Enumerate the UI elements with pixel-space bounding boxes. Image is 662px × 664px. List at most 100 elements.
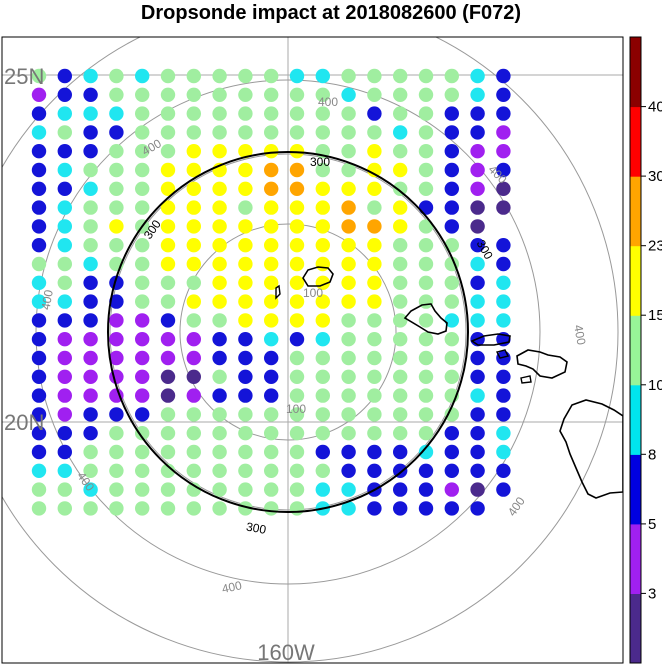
colorbar-tick-label: 3 [648, 585, 656, 602]
dropsonde-dot [264, 256, 279, 272]
dropsonde-dot [212, 482, 227, 497]
colorbar: 3 5 8 10 15 23 30 40 [629, 36, 662, 664]
dropsonde-dot [135, 68, 150, 84]
dropsonde-dot [444, 87, 459, 103]
dropsonde-dot [341, 106, 356, 121]
dropsonde-dot [393, 350, 408, 366]
dropsonde-dot [57, 388, 72, 403]
dropsonde-dot [393, 294, 408, 309]
dropsonde-dot [160, 144, 176, 159]
dropsonde-dot [83, 200, 98, 215]
dropsonde-dot [186, 369, 201, 384]
dropsonde-dot [470, 350, 485, 366]
dropsonde-dot [418, 275, 434, 290]
dropsonde-dot [238, 238, 253, 253]
dropsonde-dot [444, 444, 459, 460]
dropsonde-dot [341, 482, 356, 497]
dropsonde-dot [160, 332, 176, 347]
dropsonde-dot [470, 87, 485, 103]
dropsonde-dot [341, 219, 356, 234]
colorbar-bins [630, 37, 641, 664]
dropsonde-dot [186, 501, 201, 516]
dropsonde-dot [264, 125, 279, 140]
dropsonde-dot [31, 219, 47, 234]
ring-label-400-top: 400 [318, 95, 338, 109]
dropsonde-dot [444, 162, 459, 178]
dropsonde-dot [315, 181, 330, 196]
dropsonde-dot [109, 181, 124, 196]
dropsonde-dot [83, 219, 98, 234]
dropsonde-dot [160, 181, 176, 196]
dropsonde-dot [31, 332, 47, 347]
dropsonde-dot [57, 482, 72, 497]
dropsonde-dot [160, 106, 176, 121]
dropsonde-dot [341, 388, 356, 403]
dropsonde-dot [496, 350, 511, 366]
dropsonde-dot [57, 332, 72, 347]
dropsonde-dot [135, 482, 150, 497]
dropsonde-dot [470, 125, 485, 140]
dropsonde-dot [393, 444, 408, 460]
dropsonde-dot [418, 407, 434, 422]
dropsonde-dot [444, 313, 459, 328]
dropsonde-dot [418, 501, 434, 516]
dropsonde-dot [83, 369, 98, 384]
dropsonde-dot [393, 426, 408, 441]
dropsonde-dot [160, 350, 176, 366]
dropsonde-dot [444, 463, 459, 478]
dropsonde-dot [57, 238, 72, 253]
dropsonde-dot [470, 275, 485, 290]
dropsonde-dot [341, 294, 356, 309]
dropsonde-dot [31, 144, 47, 159]
dropsonde-dot [109, 426, 124, 441]
dropsonde-dot [444, 106, 459, 121]
dropsonde-dot [57, 181, 72, 196]
dropsonde-dot [393, 125, 408, 140]
colorbar-frame [629, 36, 642, 664]
dropsonde-dot [57, 407, 72, 422]
dropsonde-dot [341, 162, 356, 178]
dropsonde-dot [367, 144, 382, 159]
dropsonde-dot [57, 275, 72, 290]
colorbar-bin [630, 593, 641, 664]
dropsonde-dot [57, 219, 72, 234]
dropsonde-dot [393, 181, 408, 196]
dropsonde-dot [341, 407, 356, 422]
dropsonde-dot [289, 350, 305, 366]
dropsonde-dot [57, 87, 72, 103]
dropsonde-dot [186, 200, 201, 215]
dropsonde-dot [393, 501, 408, 516]
dropsonde-dot [470, 238, 485, 253]
dropsonde-dot [444, 407, 459, 422]
dropsonde-dot [496, 388, 511, 403]
dropsonde-dot [444, 125, 459, 140]
dropsonde-dot [289, 162, 305, 178]
chart-title: Dropsonde impact at 2018082600 (F072) [140, 2, 522, 24]
dropsonde-dot [496, 87, 511, 103]
dropsonde-dot [31, 313, 47, 328]
dropsonde-dot [393, 238, 408, 253]
dropsonde-dot [212, 444, 227, 460]
dropsonde-dot [135, 238, 150, 253]
hawaii-island [559, 399, 623, 499]
dropsonde-dot [83, 501, 98, 516]
dropsonde-dot [470, 407, 485, 422]
dropsonde-dot [186, 332, 201, 347]
dropsonde-dot [212, 106, 227, 121]
dropsonde-dot [31, 369, 47, 384]
colorbar-tick-label: 30 [648, 168, 662, 185]
dropsonde-dot [418, 426, 434, 441]
dropsonde-dot [496, 294, 511, 309]
dropsonde-dot [160, 87, 176, 103]
dropsonde-dot [238, 482, 253, 497]
dropsonde-dot [444, 294, 459, 309]
dropsonde-dot [238, 144, 253, 159]
dropsonde-dot [289, 463, 305, 478]
dropsonde-dot [315, 313, 330, 328]
dropsonde-dot [470, 463, 485, 478]
dropsonde-dot [367, 256, 382, 272]
dropsonde-dot [418, 200, 434, 215]
dropsonde-dot [83, 313, 98, 328]
dropsonde-dot [212, 294, 227, 309]
